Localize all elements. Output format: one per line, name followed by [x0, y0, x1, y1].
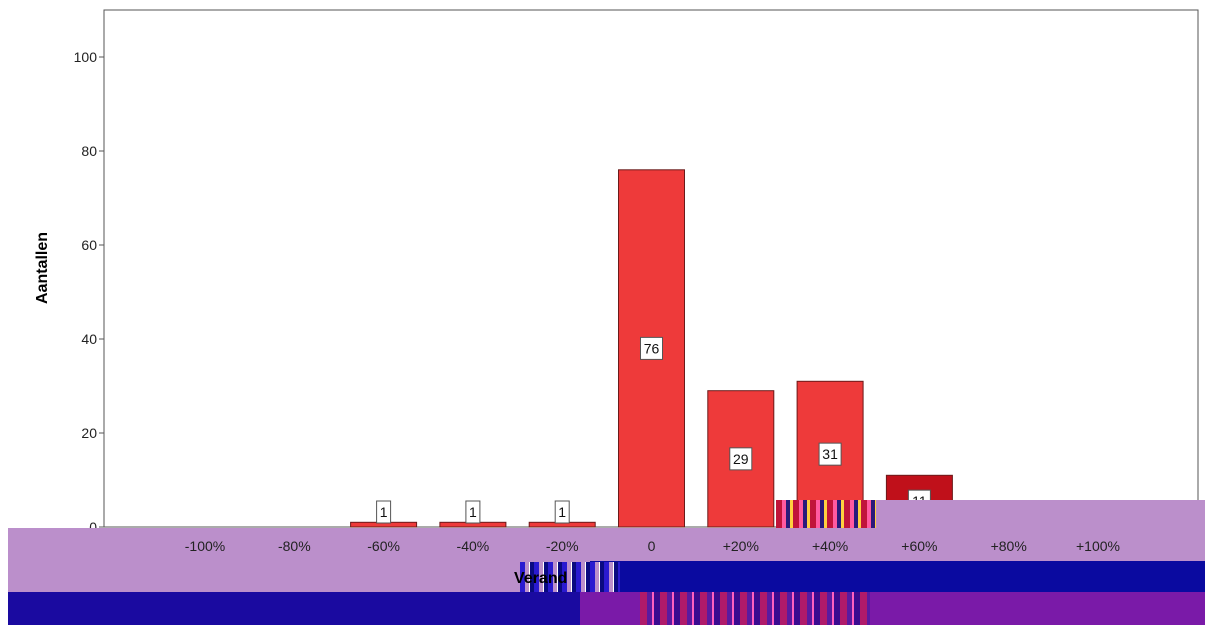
data-label-box [818, 442, 842, 466]
data-label: 1 [380, 504, 388, 520]
x-tick-label: +80% [990, 538, 1027, 554]
data-label-box [554, 500, 570, 524]
x-tick-label: -40% [456, 538, 490, 554]
x-tick-label: +40% [811, 538, 849, 554]
data-label: 31 [822, 446, 838, 462]
corruption-band [870, 500, 1205, 528]
y-tick-label: 100 [74, 49, 98, 65]
x-tick-label: +20% [722, 538, 759, 554]
y-axis: 0 20 40 60 80 100 [74, 49, 104, 535]
data-label: 1 [469, 504, 477, 520]
data-label: 76 [644, 340, 660, 356]
corruption-noise [640, 592, 870, 625]
data-label-box [729, 447, 753, 471]
y-tick-label: 20 [81, 425, 97, 441]
data-label-box [465, 500, 481, 524]
x-axis-tick-labels: -100% -80% -60% -40% -20% 0 +20% +40% +60% +80% +1… [0, 538, 1205, 558]
y-tick-label: 60 [81, 237, 97, 253]
x-tick-label: +100% [1076, 538, 1120, 554]
data-label: 1 [558, 504, 566, 520]
x-tick-label: 0 [647, 538, 656, 554]
x-tick-label: -100% [184, 538, 226, 554]
corruption-band [590, 561, 1205, 592]
x-axis-title: Verand [514, 570, 568, 587]
y-tick-label: 80 [81, 143, 97, 159]
y-tick-label: 0 [89, 519, 97, 535]
corruption-noise [520, 562, 620, 592]
x-tick-label: -20% [545, 538, 579, 554]
y-tick-label: 40 [81, 331, 97, 347]
x-tick-label: +60% [901, 538, 938, 554]
corruption-noise [776, 500, 876, 528]
x-tick-label: -80% [277, 538, 311, 554]
x-tick-label: -60% [367, 538, 400, 554]
data-label: 29 [733, 451, 749, 467]
y-axis-title: Aantallen [34, 232, 51, 304]
data-label-box [376, 500, 392, 524]
data-label-box [640, 336, 663, 360]
